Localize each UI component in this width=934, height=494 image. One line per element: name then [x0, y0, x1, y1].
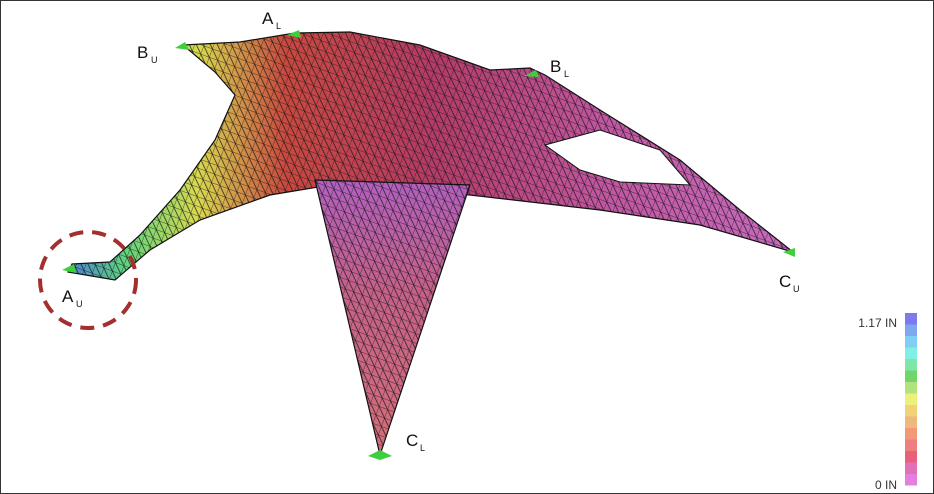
support-sub: U [76, 299, 83, 309]
support-letter: A [262, 9, 274, 28]
legend-swatch [905, 382, 917, 394]
support-letter: C [406, 431, 418, 450]
legend-swatch [905, 359, 917, 371]
support-letter: B [550, 57, 561, 76]
support-sub: L [564, 69, 569, 79]
legend-max: 1.17 IN [858, 316, 897, 330]
legend-swatch [905, 405, 917, 417]
legend-swatch [905, 417, 917, 429]
legend-swatch [905, 451, 917, 463]
support-sub: L [276, 21, 281, 31]
legend-swatch [905, 348, 917, 360]
legend-min: 0 IN [875, 478, 897, 492]
support-letter: C [779, 272, 791, 291]
support-sub: U [793, 284, 800, 294]
legend-swatch [905, 325, 917, 337]
support-sub: L [420, 443, 425, 453]
support-sub: U [151, 55, 158, 65]
legend-swatch [905, 313, 917, 325]
support-letter: B [137, 43, 148, 62]
support-letter: A [62, 287, 74, 306]
fea-view: B U A L B L A U C U C L 1.17 IN 0 IN [0, 0, 934, 494]
legend-swatch [905, 474, 917, 486]
legend-swatch [905, 371, 917, 383]
legend-swatch [905, 394, 917, 406]
legend-swatch [905, 440, 917, 452]
legend-swatch [905, 336, 917, 348]
legend-swatch [905, 428, 917, 440]
legend-swatch [905, 463, 917, 475]
